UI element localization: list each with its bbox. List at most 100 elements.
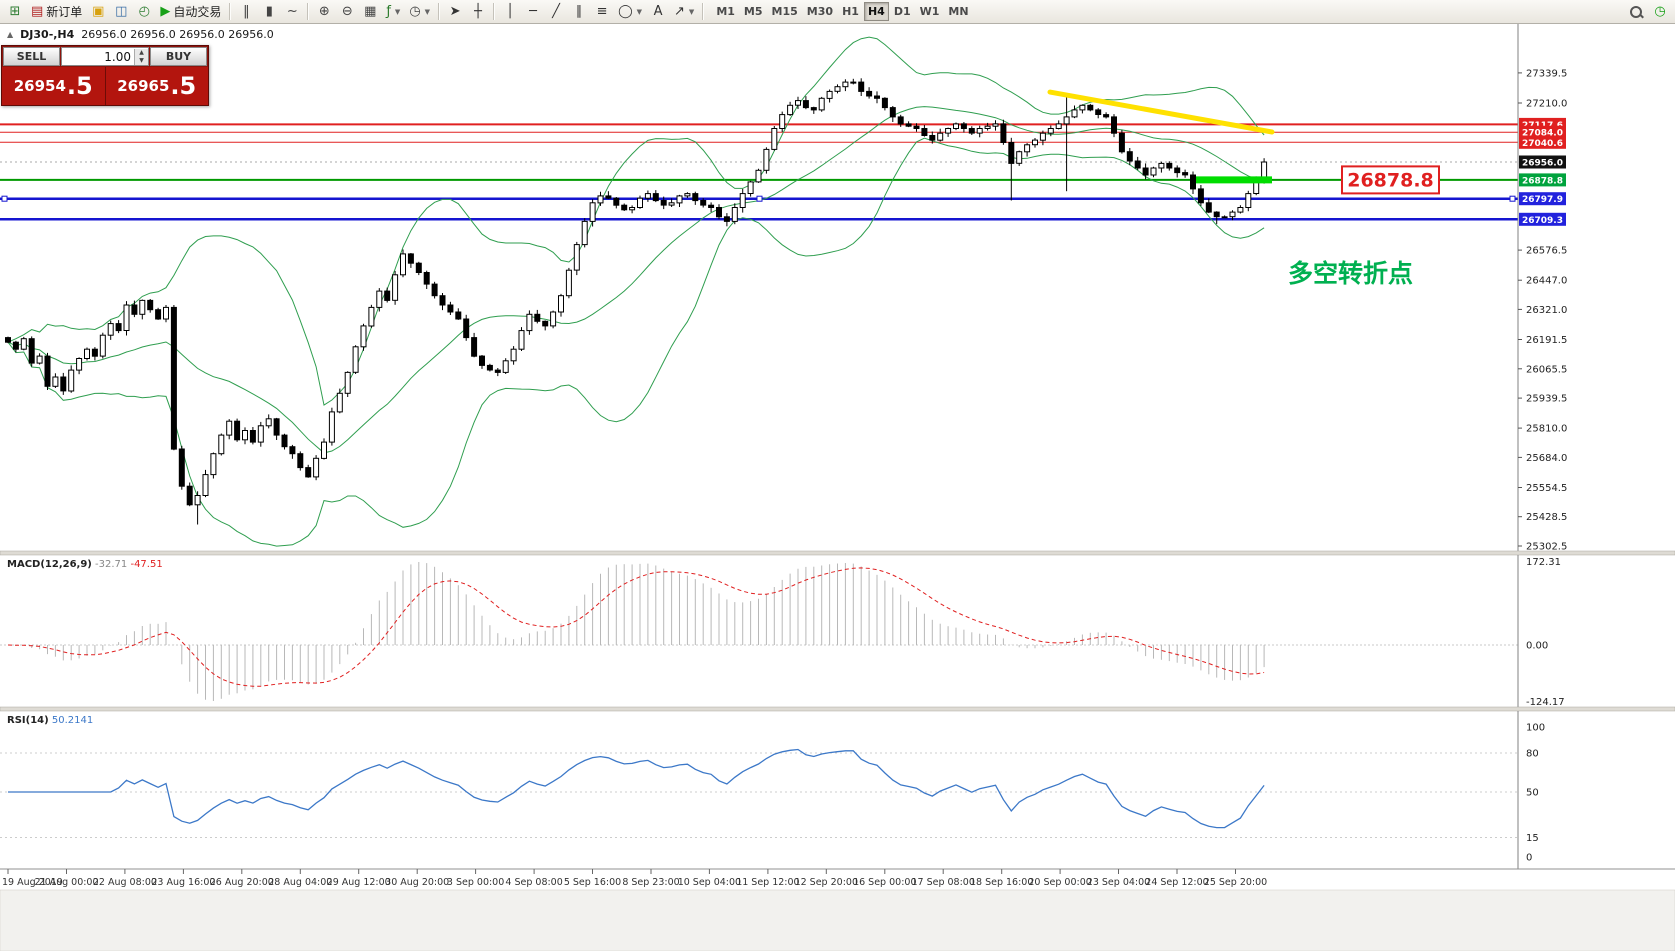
price-axis-tick: 25302.5 [1526, 542, 1567, 553]
time-axis-label: 28 Aug 04:00 [268, 877, 332, 888]
panel-divider[interactable] [0, 550, 1675, 556]
new-chart-icon[interactable]: ⊞ [4, 2, 26, 22]
timeframe-button-d1[interactable]: D1 [890, 2, 915, 21]
channel-icon[interactable]: ∥ [568, 2, 590, 22]
clock-icon[interactable]: ◷ [1649, 2, 1671, 22]
candlestick-icon[interactable]: ▮ [258, 2, 280, 22]
price-axis-tick: 26065.5 [1526, 364, 1567, 375]
time-axis-label: 19 Aug 2019 [2, 877, 63, 888]
shapes-icon[interactable]: ◯ ▼ [614, 2, 646, 22]
chart-canvas[interactable]: 26878.8 多空转折点 27339.5 27210.0 26576.5 26447.0… [0, 24, 1675, 951]
chart-window[interactable]: 26878.8 多空转折点 27339.5 27210.0 26576.5 26447.0… [0, 24, 1675, 951]
time-axis-label: 26 Aug 20:00 [210, 877, 274, 888]
profile-icon[interactable]: ◫ [110, 2, 132, 22]
crosshair-icon[interactable]: ┼ [467, 2, 489, 22]
price-axis-tick: 27339.5 [1526, 68, 1567, 79]
time-axis-label: 25 Sep 20:00 [1204, 877, 1267, 888]
horizontal-line-icon[interactable]: ─ [522, 2, 544, 22]
tile-windows-icon[interactable]: ▦ [359, 2, 381, 22]
price-callout-box[interactable] [1341, 165, 1440, 195]
chart-shift-marker-icon: ▲ [7, 30, 14, 39]
search-icon[interactable] [1624, 2, 1648, 22]
trade-panel-controls: SELL 1.00 ▲ ▼ BUY [2, 46, 208, 67]
time-axis-label: 23 Aug 16:00 [151, 877, 215, 888]
volume-stepper[interactable]: 1.00 ▲ ▼ [61, 47, 149, 66]
volume-up-button[interactable]: ▲ [135, 48, 148, 57]
time-axis-label: 29 Aug 12:00 [327, 877, 391, 888]
timeframe-button-w1[interactable]: W1 [916, 2, 944, 21]
macd-signal-line [7, 567, 1265, 687]
ohlc-bars-icon[interactable]: ‖ [235, 2, 257, 22]
main-price-plot[interactable]: 26878.8 多空转折点 [0, 36, 1518, 547]
price-axis-tick: 26321.0 [1526, 305, 1567, 316]
price-chart-svg[interactable]: 26878.8 多空转折点 27339.5 27210.0 26576.5 26447.0… [0, 24, 1675, 951]
line-selection-handle[interactable] [1, 195, 8, 202]
time-axis-label: 16 Sep 00:00 [853, 877, 916, 888]
timeframe-button-h4[interactable]: H4 [863, 2, 889, 21]
zoom-in-icon[interactable]: ⊕ [313, 2, 335, 22]
macd-axis-max: 172.31 [1526, 557, 1561, 568]
autotrade-button[interactable]: ▶ 自动交易 [156, 2, 225, 22]
price-axis-tick: 26576.5 [1526, 246, 1567, 257]
rsi-panel[interactable]: 100 80 50 15 0 RSI(14) 50.2141 [0, 711, 1545, 869]
price-axis-tag [1519, 125, 1566, 139]
indicators-icon[interactable]: ƒ ▼ [382, 2, 404, 22]
sell-price[interactable]: 26954.5 [2, 67, 106, 105]
timeframe-button-h1[interactable]: H1 [838, 2, 863, 21]
price-axis-tick: 25939.5 [1526, 394, 1567, 405]
text-icon[interactable]: A [647, 2, 669, 22]
line-chart-icon[interactable]: ~ [281, 2, 303, 22]
rsi-line [8, 748, 1265, 829]
time-axis-label: 8 Sep 23:00 [622, 877, 679, 888]
svg-text:27084.0: 27084.0 [1522, 129, 1563, 139]
timeframe-button-m30[interactable]: M30 [803, 2, 837, 21]
toolbar-separator [229, 3, 232, 20]
trendline-object[interactable] [1047, 89, 1275, 135]
panel-divider[interactable] [0, 706, 1675, 712]
time-axis-label: 4 Sep 08:00 [505, 877, 562, 888]
new-order-button[interactable]: ▤ 新订单 [27, 2, 86, 22]
arrow-object-icon[interactable]: ↗ ▼ [670, 2, 698, 22]
line-selection-handle[interactable] [1509, 195, 1516, 202]
timeframe-button-m1[interactable]: M1 [712, 2, 739, 21]
vertical-line-icon[interactable]: │ [499, 2, 521, 22]
timeframe-button-m5[interactable]: M5 [740, 2, 767, 21]
macd-panel[interactable]: MACD(12,26,9) -32.71 -47.51 172.31 0.00 -12… [0, 555, 1565, 708]
period-icon[interactable]: ◷ ▼ [405, 2, 434, 22]
price-axis[interactable]: 27339.5 27210.0 26576.5 26447.0 26321.0 26191… [1517, 24, 1567, 869]
price-callout-text: 26878.8 [1347, 169, 1434, 191]
svg-text:26797.9: 26797.9 [1522, 195, 1563, 205]
timeframe-button-m15[interactable]: M15 [768, 2, 802, 21]
chevron-down-icon: ▼ [688, 7, 695, 16]
volume-value[interactable]: 1.00 [104, 49, 131, 64]
buy-button[interactable]: BUY [150, 47, 207, 66]
new-order-button-icon: ▤ [31, 3, 44, 19]
line-selection-handle[interactable] [756, 195, 763, 202]
chevron-down-icon: ▼ [394, 7, 401, 16]
macd-axis-zero: 0.00 [1526, 641, 1548, 652]
refresh-icon[interactable]: ◴ [133, 2, 155, 22]
status-strip [0, 889, 1675, 951]
time-axis-label: 23 Sep 04:00 [1087, 877, 1150, 888]
fibonacci-icon[interactable]: ≡ [591, 2, 613, 22]
timeframe-button-mn[interactable]: MN [944, 2, 972, 21]
toolbar-separator [493, 3, 496, 20]
time-axis-label: 11 Sep 12:00 [736, 877, 799, 888]
rsi-axis-label: 15 [1526, 833, 1539, 844]
turning-point-annotation[interactable]: 多空转折点 [1288, 259, 1413, 288]
candlestick-series [5, 78, 1268, 525]
time-axis-label: 24 Sep 12:00 [1145, 877, 1208, 888]
toolbar-separator [307, 3, 310, 20]
buy-price[interactable]: 26965.5 [105, 67, 208, 105]
cursor-icon[interactable]: ➤ [444, 2, 466, 22]
trendline-icon[interactable]: ╱ [545, 2, 567, 22]
folder-icon[interactable]: ▣ [87, 2, 109, 22]
bollinger-band-up [7, 36, 1265, 406]
zoom-out-icon[interactable]: ⊖ [336, 2, 358, 22]
sell-button[interactable]: SELL [3, 47, 60, 66]
rsi-axis-label: 50 [1526, 788, 1539, 799]
volume-down-button[interactable]: ▼ [135, 56, 148, 65]
time-axis-label: 3 Sep 00:00 [447, 877, 504, 888]
